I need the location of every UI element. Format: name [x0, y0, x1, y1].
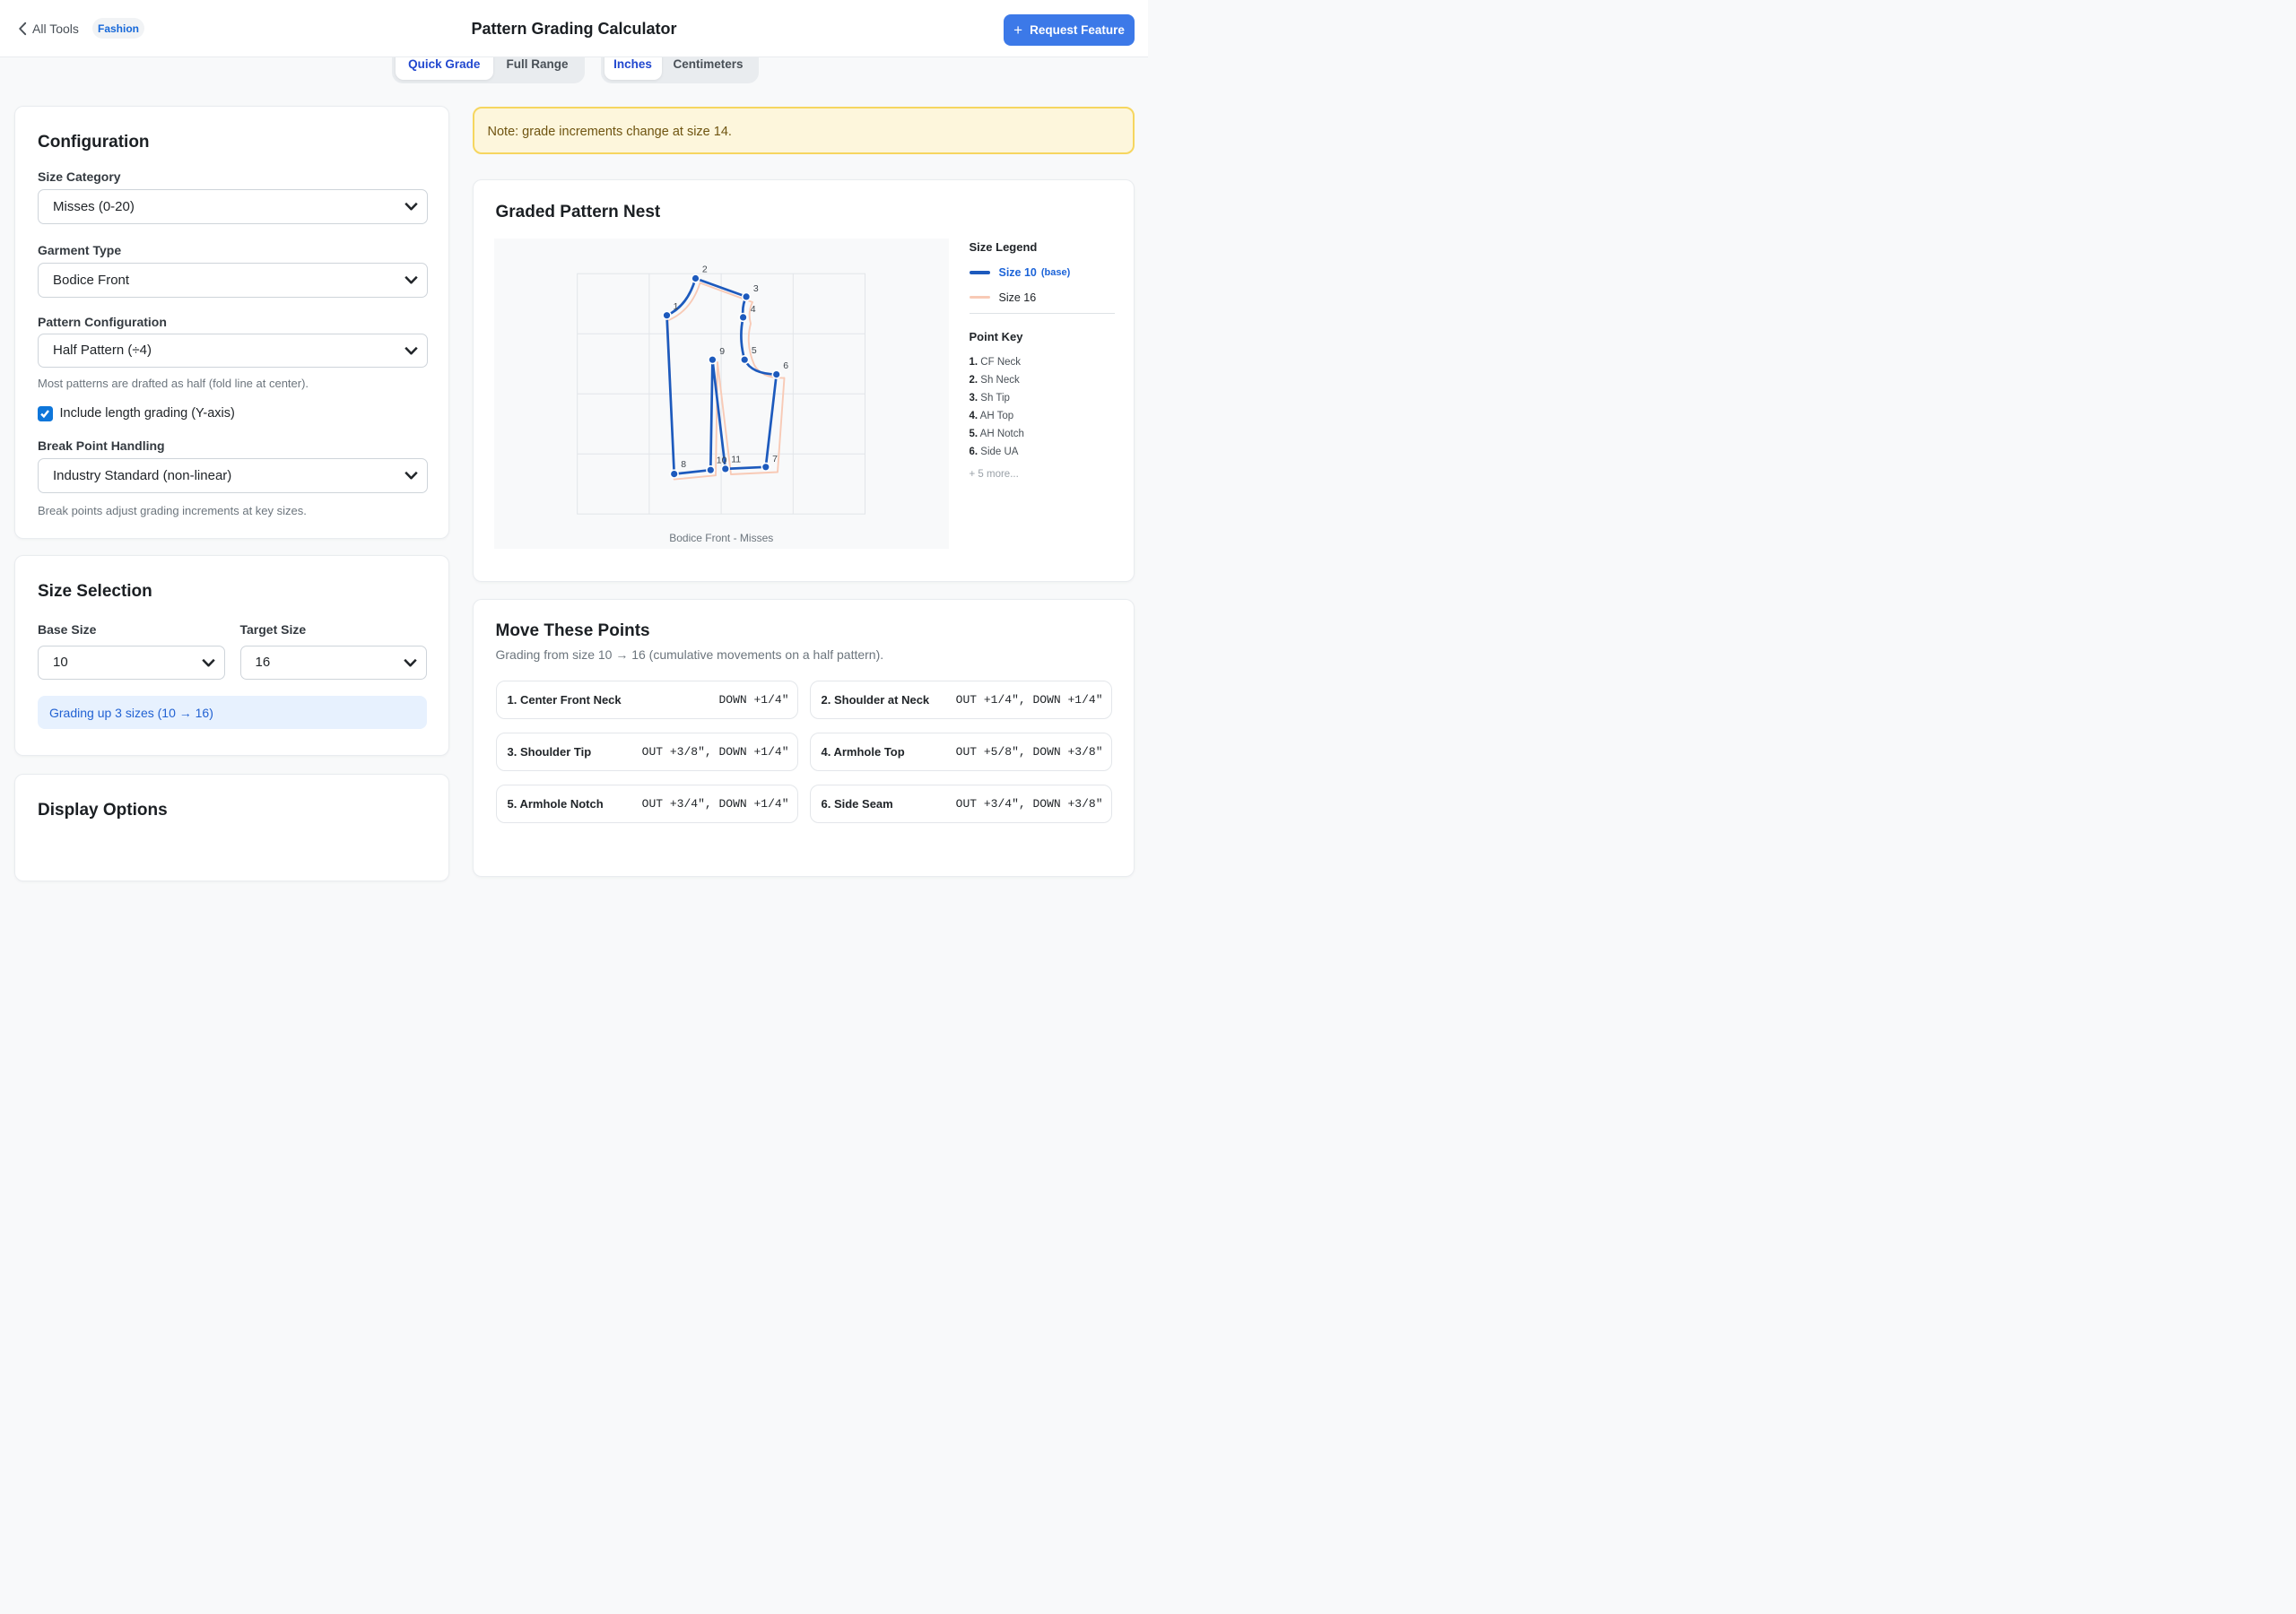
svg-text:3: 3	[753, 283, 759, 294]
svg-text:8: 8	[681, 459, 686, 470]
svg-text:11: 11	[731, 455, 741, 465]
svg-text:7: 7	[772, 454, 778, 464]
svg-text:6: 6	[783, 360, 788, 371]
svg-text:5: 5	[752, 345, 757, 356]
svg-text:4: 4	[751, 304, 756, 315]
svg-text:2: 2	[702, 265, 708, 275]
svg-text:1: 1	[674, 301, 679, 312]
svg-text:10: 10	[717, 456, 727, 466]
svg-text:9: 9	[719, 346, 725, 357]
